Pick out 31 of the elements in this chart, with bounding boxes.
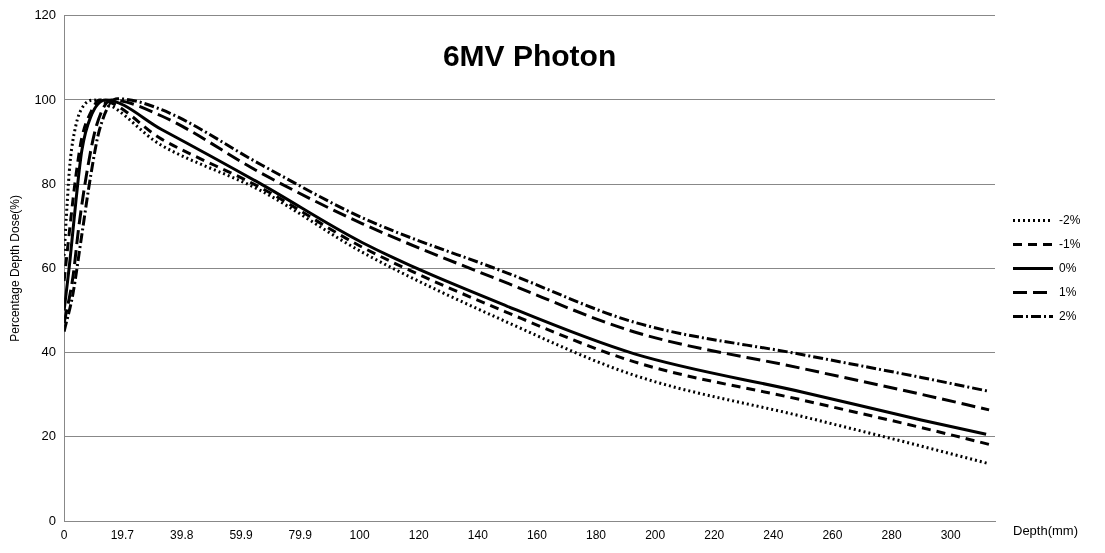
x-tick-label: 0 (60, 527, 68, 542)
y-tick-label: 20 (41, 428, 57, 444)
legend-label: 1% (1059, 284, 1077, 299)
legend-label: 2% (1059, 308, 1077, 323)
legend-label: -2% (1059, 212, 1081, 227)
legend-label: -1% (1059, 236, 1081, 251)
x-tick-label: 59.9 (229, 527, 254, 542)
legend-label: 0% (1059, 260, 1077, 275)
x-tick-label: 260 (822, 527, 843, 542)
x-axis-title: Depth(mm) (1013, 522, 1079, 538)
y-axis-title: Percentage Depth Dose(%) (7, 195, 22, 342)
y-tick-label: 0 (48, 512, 57, 528)
x-tick-label: 79.9 (288, 527, 313, 542)
x-tick-label: 280 (881, 527, 902, 542)
x-tick-label: 200 (645, 527, 666, 542)
y-tick-label: 120 (34, 7, 57, 23)
x-tick-label: 100 (349, 527, 370, 542)
y-tick-label: 100 (34, 91, 57, 107)
x-tick-label: 160 (526, 527, 548, 542)
x-tick-label: 180 (586, 527, 607, 542)
y-tick-label: 60 (41, 259, 57, 275)
text: 6MV Photon (442, 39, 617, 73)
x-tick-label: 140 (467, 527, 489, 542)
x-tick-label: 300 (940, 527, 961, 542)
y-tick-label: 80 (41, 175, 57, 191)
x-tick-label: 240 (763, 527, 784, 542)
x-tick-label: 120 (408, 527, 430, 542)
x-tick-label: 220 (704, 527, 725, 542)
y-tick-label: 40 (41, 344, 57, 360)
x-tick-label: 39.8 (170, 527, 194, 542)
x-tick-label: 19.7 (110, 527, 135, 542)
